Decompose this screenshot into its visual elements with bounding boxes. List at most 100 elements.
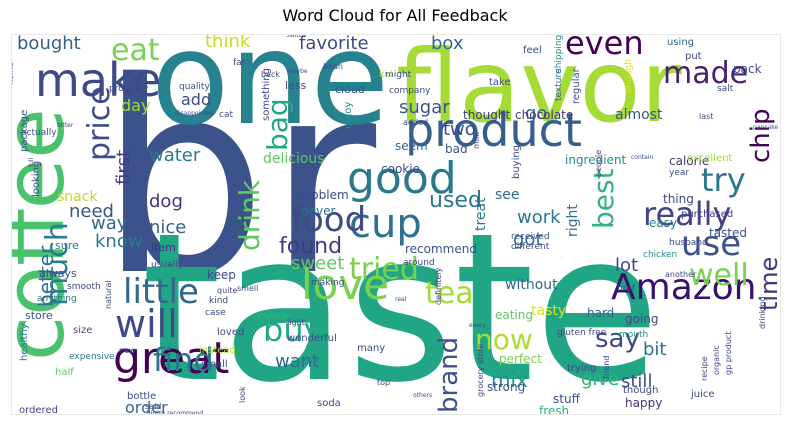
cloud-word-enjoy: enjoy: [343, 102, 354, 129]
cloud-word-around: around: [403, 258, 435, 268]
cloud-word-friend: friend: [602, 356, 611, 379]
cloud-word-quite: quite: [217, 286, 238, 295]
cloud-word-flavor: flavor: [396, 35, 683, 145]
cloud-word-highly-recommend: highly recommend: [147, 410, 203, 414]
cloud-word-cookie: cookie: [381, 162, 420, 176]
cloud-word-switch: Switch: [286, 35, 306, 39]
cloud-word-chocolate: chocolate: [515, 108, 573, 122]
cloud-word-expensive: expensive: [69, 352, 115, 362]
cloud-word-will: will: [115, 302, 178, 346]
cloud-word-cat: cat: [219, 110, 233, 120]
cloud-word-far: far: [233, 58, 246, 68]
cloud-word-still: still: [621, 371, 652, 392]
cloud-word-wonderful: wonderful: [287, 333, 337, 344]
cloud-word-buy: buy: [263, 311, 323, 349]
cloud-word-small: small: [201, 359, 228, 370]
cloud-word-tried: tried: [349, 252, 419, 287]
cloud-word-year: year: [669, 168, 689, 178]
cloud-word-coffee: coffee: [12, 108, 83, 361]
cloud-word-item: item: [151, 241, 176, 254]
cloud-word-brand: brand: [434, 337, 464, 413]
cloud-word-add: add: [181, 90, 211, 109]
cloud-word-drinking: drinking: [758, 296, 767, 329]
cloud-word-taste: taste: [141, 190, 660, 414]
cloud-word-snack: snack: [57, 189, 98, 205]
cloud-word-put: put: [685, 51, 702, 62]
cloud-word-two: two: [443, 119, 476, 140]
cloud-word-hard: hard: [587, 306, 614, 320]
cloud-word-come: come: [291, 357, 319, 368]
cloud-word-making: making: [311, 278, 344, 288]
cloud-word-treat: treat: [473, 197, 489, 231]
cloud-word-order: order: [125, 398, 168, 414]
cloud-word-pancake: pancake: [753, 124, 779, 131]
cloud-word-regular: regular: [571, 67, 582, 104]
cloud-word-something: something: [261, 68, 272, 121]
cloud-word-dog: dog: [149, 191, 183, 212]
cloud-word-buying: buying: [511, 145, 522, 179]
cloud-word-last: last: [699, 112, 713, 121]
cloud-word-always: always: [39, 267, 77, 280]
cloud-word-salt: salt: [717, 84, 734, 94]
cloud-word-well: well: [689, 258, 749, 293]
cloud-word-right: right: [565, 204, 581, 237]
cloud-word-one: one: [151, 35, 389, 154]
cloud-word-seem: seem: [395, 139, 428, 153]
cloud-word-almost: almost: [615, 107, 663, 123]
cloud-word-delicious: delicious: [263, 151, 325, 167]
cloud-word-good: good: [347, 153, 457, 204]
cloud-word-time: time: [755, 257, 780, 311]
cloud-word-shipping: shipping: [554, 35, 564, 73]
cloud-word-less: less: [285, 79, 307, 92]
cloud-word-much: much: [40, 222, 75, 306]
cloud-word-grocery-store: grocery store: [476, 344, 485, 397]
cloud-word-milk: milk: [472, 132, 481, 149]
cloud-word-purchased: purchased: [681, 209, 733, 220]
cloud-word-way: way: [91, 213, 128, 234]
cloud-word-bought: bought: [17, 35, 81, 54]
cloud-word-food: food: [291, 200, 366, 240]
cloud-word-drink: drink: [233, 179, 266, 251]
cloud-word-bad: bad: [445, 142, 468, 156]
cloud-word-organic: organic: [712, 345, 721, 375]
cloud-word-cloud: cloud: [335, 83, 365, 96]
cloud-word-really: really: [643, 195, 731, 233]
cloud-word-thought: thought: [463, 108, 510, 122]
word-cloud: br taste one flavor coffee product make good cup…: [11, 34, 781, 415]
cloud-word-even: even: [565, 35, 644, 62]
cloud-word-product: product: [405, 103, 582, 157]
cloud-word-easy: easy: [649, 216, 677, 230]
cloud-word-strong: strong: [487, 380, 525, 394]
cloud-word-recipe: recipe: [700, 356, 709, 381]
cloud-word-need: need: [69, 201, 114, 222]
cloud-word-lot: lot: [615, 255, 638, 276]
cloud-word-going: going: [625, 312, 659, 326]
cloud-word-package: package: [19, 110, 30, 152]
cloud-word-top: top: [377, 378, 390, 387]
cloud-word-disappointed: disappointed: [175, 110, 214, 117]
cloud-word-another: another: [665, 270, 697, 279]
cloud-word-ordered: ordered: [19, 405, 58, 414]
cloud-word-best: best: [587, 168, 620, 229]
cloud-word-find: find: [153, 341, 214, 379]
cloud-word-href: href: [617, 284, 636, 294]
cloud-word-tea: tea: [425, 276, 474, 311]
cloud-word-ingredient: ingredient: [565, 153, 627, 167]
cloud-word-tasted: tasted: [709, 226, 747, 240]
cloud-word-sure: sure: [55, 239, 79, 252]
cloud-word-think: think: [205, 35, 251, 52]
cloud-word-review: review: [253, 309, 289, 322]
cloud-word-found: found: [279, 234, 342, 259]
cloud-word-instead: instead: [199, 345, 236, 356]
cloud-word-home: home: [12, 62, 15, 85]
cloud-word-without: without: [505, 277, 558, 293]
cloud-word-probably: probably: [109, 84, 149, 94]
cloud-word-work: work: [517, 207, 561, 228]
cloud-word-company: company: [389, 86, 431, 96]
cloud-word-bitter: bitter: [57, 122, 74, 129]
cloud-word-smooth: smooth: [67, 282, 101, 292]
cloud-word-though: though: [623, 385, 658, 396]
cloud-word-price: price: [82, 86, 117, 161]
chart-title: Word Cloud for All Feedback: [282, 6, 508, 25]
cloud-word-usually: usually: [151, 260, 184, 270]
